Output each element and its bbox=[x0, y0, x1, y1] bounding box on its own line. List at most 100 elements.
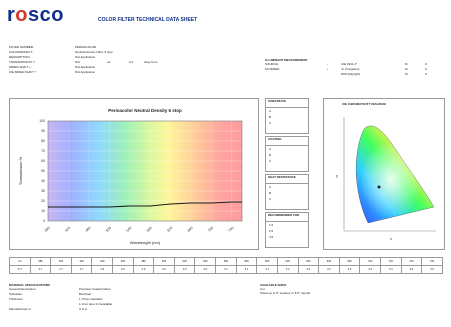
illuminant-label: FILTERED: bbox=[265, 67, 281, 71]
wl-value-cell: 3.3 bbox=[359, 265, 381, 274]
wl-value-cell: 2.8 bbox=[91, 265, 114, 274]
illuminant-row: D65 (Daylight) M C bbox=[265, 72, 445, 77]
wl-value-cell: 3.3 bbox=[338, 265, 361, 274]
side-box-row: A bbox=[269, 109, 272, 113]
available-title: AVAILABLE SIZES bbox=[260, 283, 287, 287]
info-row: FILTER NUMBER: PERMACOLOR bbox=[9, 45, 159, 50]
wl-wavelength-cell: 500 bbox=[153, 257, 175, 266]
wl-value-cell: 3.0 bbox=[194, 265, 217, 274]
wl-wavelength-cell: 460 bbox=[112, 257, 134, 266]
material-label: Substrate: bbox=[9, 292, 23, 296]
side-box-row: B bbox=[269, 153, 272, 157]
material-value: Borofloat bbox=[79, 292, 92, 296]
info-row: CIE MIRED SHIFT *: N/A Application bbox=[9, 70, 159, 75]
info-label: MIRED SHIFT +: bbox=[9, 65, 32, 69]
side-box-title: COATING bbox=[266, 137, 308, 146]
side-box-title: SUBSTRATE bbox=[266, 99, 308, 108]
illuminant-row: SOURCE: - CIE 1931 2° M C bbox=[265, 62, 445, 67]
info-value: Neutral Density Filter, 6 stop bbox=[75, 50, 113, 54]
side-box-row: A bbox=[269, 147, 272, 151]
wl-wavelength-cell: 480 bbox=[132, 257, 155, 266]
side-box-row: C bbox=[269, 197, 272, 201]
x-tick-label: 620 bbox=[166, 226, 173, 233]
wl-value-cell: 3.0 bbox=[173, 265, 196, 274]
wl-value-cell: 2.9 bbox=[112, 265, 134, 274]
available-line: Sheet up to 8" squares or 8.5" rounds bbox=[260, 291, 310, 295]
side-box-row: 1.5 bbox=[269, 223, 274, 227]
info-value: N/A Application bbox=[75, 65, 96, 69]
wl-value-cell: 3.1 bbox=[235, 265, 258, 274]
x-tick-label: 460 bbox=[85, 226, 92, 233]
side-box-row: B bbox=[269, 191, 272, 195]
side-box-row: B bbox=[269, 115, 272, 119]
illuminant-col-a: M bbox=[405, 62, 408, 66]
material-value: U.S.A. bbox=[79, 307, 88, 311]
x-tick-label: 700 bbox=[207, 226, 214, 233]
side-box: COATING A B C bbox=[265, 136, 309, 172]
wl-wavelength-cell: 620 bbox=[276, 257, 299, 266]
available-line: Cut bbox=[260, 287, 265, 291]
info-label: DESCRIPTION: bbox=[9, 55, 31, 59]
material-row: General Description: Precision Coated Gla… bbox=[9, 287, 229, 292]
material-specs: MATERIAL SPECIFICATIONS General Descript… bbox=[9, 283, 229, 312]
y-tick-label: 60 bbox=[41, 159, 45, 163]
wl-header-label: nm bbox=[9, 257, 31, 266]
illuminant-mid: - bbox=[327, 62, 328, 66]
wl-wavelength-cell: 540 bbox=[194, 257, 217, 266]
logo-accent: o bbox=[15, 4, 29, 26]
illuminant-label: SOURCE: bbox=[265, 62, 279, 66]
info-row: MIRED SHIFT +: N/A Application bbox=[9, 65, 159, 70]
x-axis-label: Wavelength (nm) bbox=[130, 240, 161, 245]
illuminant-value: CIE 1931 2° bbox=[341, 62, 358, 66]
side-box-row: C bbox=[269, 159, 272, 163]
wl-value-cell: 3.1 bbox=[256, 265, 278, 274]
material-value: 1.75mm standard bbox=[79, 297, 103, 301]
wl-value-cell: 3.4 bbox=[400, 265, 423, 274]
side-box-row: C bbox=[269, 121, 272, 125]
y-tick-label: 10 bbox=[41, 209, 45, 213]
wl-wavelength-cell: 560 bbox=[215, 257, 237, 266]
info-value: PERMACOLOR bbox=[75, 45, 97, 49]
wl-wavelength-cell: 580 bbox=[235, 257, 258, 266]
wavelength-table: nm 380 400 420 440 460 480 500 520 540 560 580 600 62… bbox=[9, 257, 443, 274]
series-line bbox=[48, 201, 242, 208]
cie-title: CIE CHROMATICITY DIAGRAM bbox=[342, 102, 386, 106]
info-value: N/A bbox=[75, 60, 81, 64]
material-row: 1.1mm also 3.3 available bbox=[9, 302, 229, 307]
material-row: Manufactured in: U.S.A. bbox=[9, 307, 229, 312]
logo-letter: r bbox=[7, 4, 16, 26]
y-tick-label: 30 bbox=[41, 189, 45, 193]
cie-x-label: x bbox=[390, 236, 392, 241]
wl-wavelength-cell: 700 bbox=[359, 257, 381, 266]
material-row: Substrate: Borofloat bbox=[9, 292, 229, 297]
info-row: DESCRIPTION: N/A Application bbox=[9, 55, 159, 60]
side-box-row: 4.5 bbox=[269, 235, 274, 239]
info-label: CIE MIRED SHIFT *: bbox=[9, 70, 37, 74]
x-tick-label: 420 bbox=[64, 226, 71, 233]
cie-panel: CIE CHROMATICITY DIAGRAM x y bbox=[323, 98, 445, 250]
chart-title: Permacolor Neutral Density 6 stop bbox=[108, 108, 182, 113]
info-value: N/A Application bbox=[75, 55, 96, 59]
illuminant-col-b: C bbox=[425, 72, 428, 76]
rosco-logo: rosco bbox=[7, 4, 64, 27]
info-extra: 0.1 bbox=[129, 60, 134, 64]
info-label: COLOR/EFFECT: bbox=[9, 50, 33, 54]
wl-value-cell: 3.1 bbox=[215, 265, 237, 274]
wl-value-label: % T bbox=[9, 265, 31, 274]
illuminant-col-a: M bbox=[405, 72, 408, 76]
y-tick-label: 100 bbox=[39, 119, 45, 123]
cie-diagram: x y bbox=[336, 117, 436, 241]
wl-value-cell: 3.5 bbox=[421, 265, 443, 274]
filter-info: FILTER NUMBER: PERMACOLOR COLOR/EFFECT: Neu… bbox=[9, 45, 159, 75]
wl-value-cell: 2.7 bbox=[70, 265, 93, 274]
info-extra: obey from bbox=[144, 60, 158, 64]
info-value: N/A Application bbox=[75, 70, 96, 74]
x-tick-label: 580 bbox=[146, 226, 153, 233]
y-tick-label: 20 bbox=[41, 199, 45, 203]
wl-value-cell: 3.2 bbox=[297, 265, 320, 274]
y-tick-label: 50 bbox=[41, 169, 45, 173]
wl-value-cell: 2.7 bbox=[50, 265, 72, 274]
spectral-chart: 0 10 20 30 40 50 60 70 80 90 100 380 420 460 500 540 580… bbox=[18, 108, 243, 245]
wl-value-cell: 3.2 bbox=[318, 265, 340, 274]
x-tick-label: 540 bbox=[125, 226, 132, 233]
